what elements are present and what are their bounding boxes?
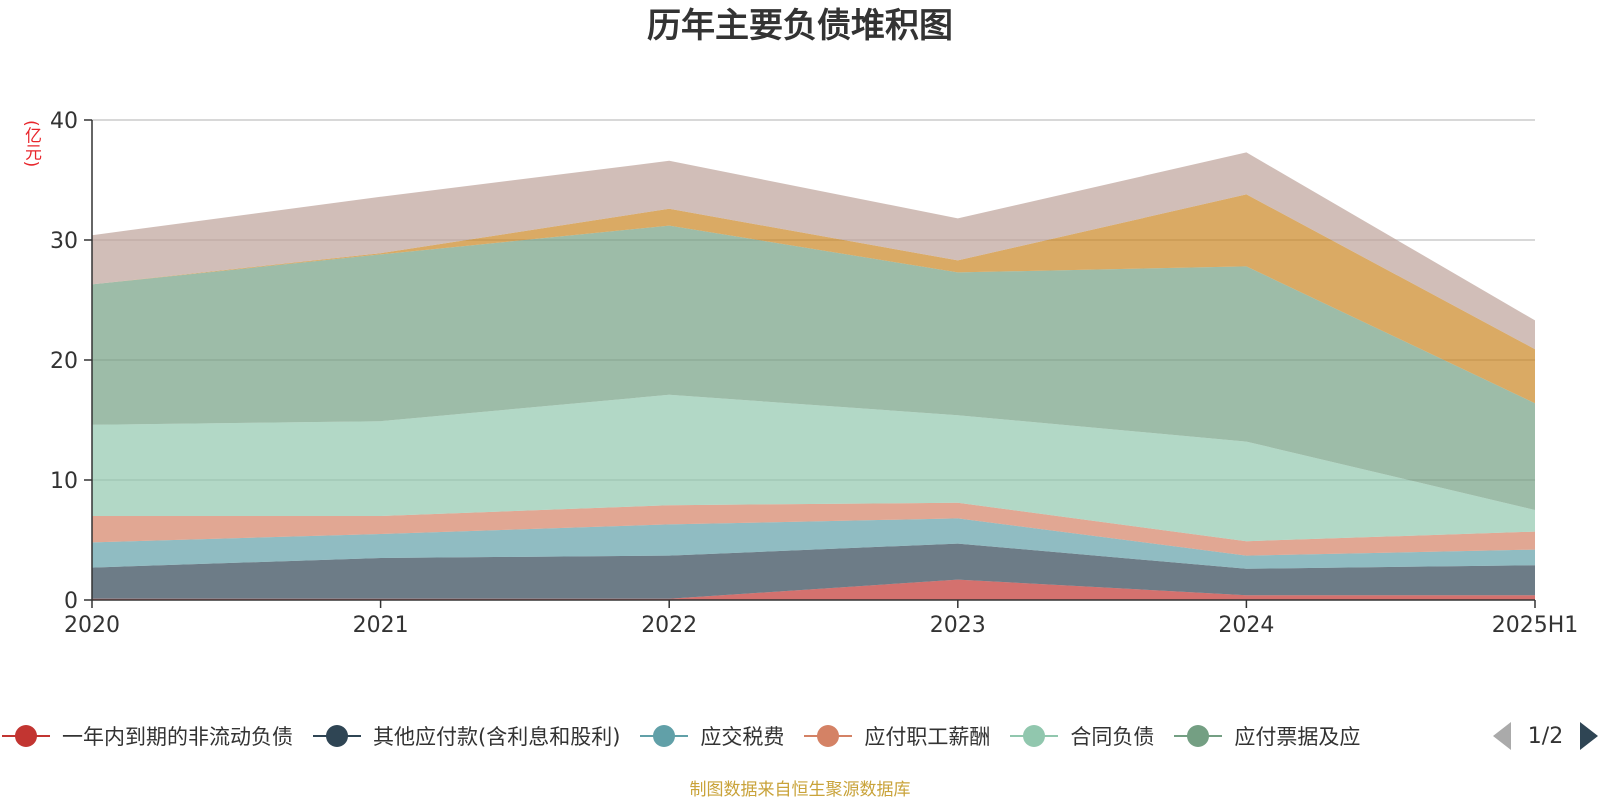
y-tick-label: 0 — [64, 589, 78, 614]
legend-label: 其他应付款(含利息和股利) — [373, 725, 621, 749]
legend-label: 应付职工薪酬 — [864, 725, 991, 749]
legend-prev-page-icon[interactable] — [1493, 722, 1511, 750]
legend-marker-icon — [313, 718, 361, 754]
legend-item[interactable]: 合同负债 — [1010, 718, 1154, 754]
area-series-1 — [92, 579, 1535, 600]
data-source-note: 制图数据来自恒生聚源数据库 — [689, 780, 911, 800]
legend-marker-icon — [1010, 718, 1059, 754]
legend-label: 应付票据及应 — [1234, 725, 1361, 749]
tick-labels: 0 10 20 30 40 2020 2021 2022 2023 2024 2025H1 — [50, 109, 1578, 638]
legend-marker-icon — [2, 718, 50, 754]
legend-items: 一年内到期的非流动负债 其他应付款(含利息和股利) 应交税费 应付职工薪酬 合同负债 应付… — [0, 718, 1485, 754]
area-series-8 — [92, 152, 1535, 350]
area-series-5 — [92, 394, 1535, 542]
y-tick-label: 40 — [50, 109, 78, 134]
x-tick-label: 2025H1 — [1492, 613, 1579, 638]
legend-marker-icon — [640, 718, 689, 754]
x-tick-label: 2020 — [64, 613, 120, 638]
x-tick-label: 2022 — [641, 613, 697, 638]
y-tick-label: 10 — [50, 469, 78, 494]
x-tick-label: 2024 — [1218, 613, 1274, 638]
area-series-2 — [92, 543, 1535, 599]
legend-next-page-icon[interactable] — [1580, 722, 1598, 750]
stacked-area-chart: 0 10 20 30 40 2020 2021 2022 2023 2024 2025H1 — [50, 109, 1578, 638]
axes — [84, 119, 1536, 608]
area-series — [92, 152, 1535, 600]
legend-label: 应交税费 — [700, 725, 785, 749]
legend-item[interactable]: 应付职工薪酬 — [804, 718, 990, 754]
x-tick-label: 2023 — [930, 613, 986, 638]
legend-item[interactable]: 应付票据及应 — [1174, 718, 1360, 754]
legend-label: 合同负债 — [1070, 725, 1155, 749]
legend-item[interactable]: 其他应付款(含利息和股利) — [313, 718, 620, 754]
legend-marker-icon — [1174, 718, 1223, 754]
legend-marker-icon — [804, 718, 853, 754]
y-axis-unit-label: (亿元) — [21, 120, 41, 168]
y-tick-label: 30 — [50, 229, 78, 254]
y-tick-label: 20 — [50, 349, 78, 374]
area-series-4 — [92, 502, 1535, 556]
legend-item[interactable]: 应交税费 — [640, 718, 784, 754]
chart-title: 历年主要负债堆积图 — [647, 6, 953, 46]
area-series-6 — [92, 225, 1535, 510]
legend: 一年内到期的非流动负债 其他应付款(含利息和股利) 应交税费 应付职工薪酬 合同负债 应付… — [0, 718, 1600, 754]
area-series-3 — [92, 518, 1535, 569]
legend-pager: 1/2 — [1485, 718, 1600, 754]
legend-page-indicator: 1/2 — [1527, 723, 1564, 749]
legend-label: 一年内到期的非流动负债 — [62, 725, 293, 749]
legend-item[interactable]: 一年内到期的非流动负债 — [2, 718, 293, 754]
area-series-7 — [92, 194, 1535, 404]
x-tick-label: 2021 — [353, 613, 409, 638]
